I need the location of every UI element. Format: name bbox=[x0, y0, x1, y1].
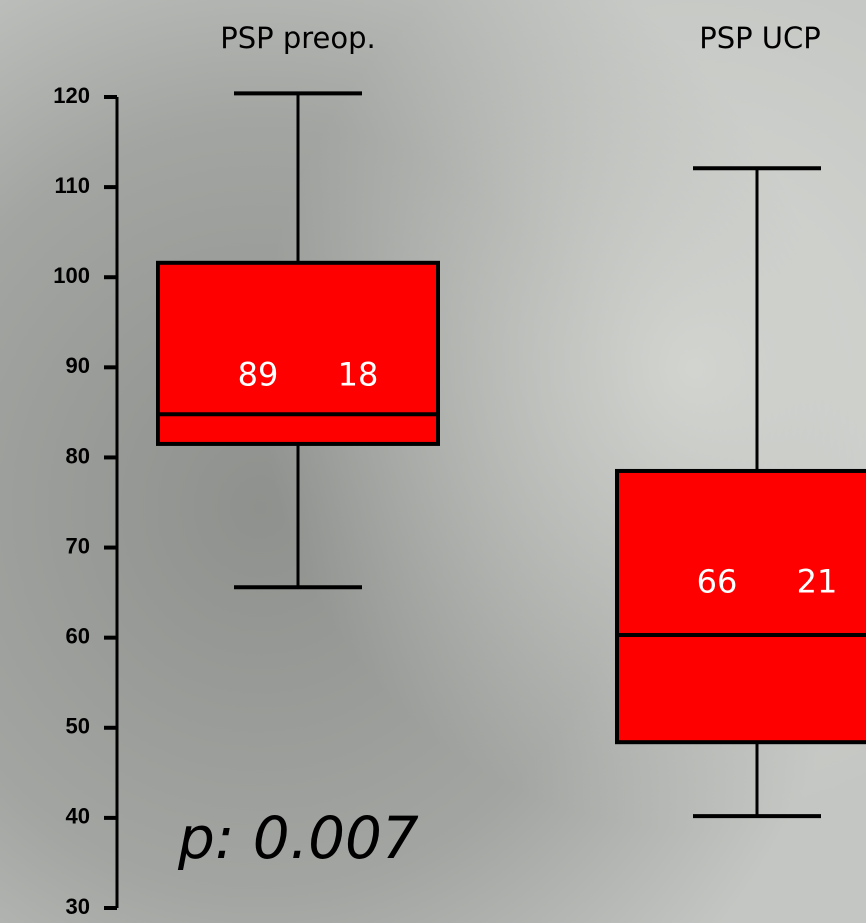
y-tick-label: 60 bbox=[66, 623, 90, 648]
y-tick-label: 100 bbox=[53, 263, 90, 288]
y-tick-label: 120 bbox=[53, 83, 90, 108]
y-tick-label: 40 bbox=[66, 804, 90, 829]
box bbox=[615, 468, 866, 745]
y-tick-label: 90 bbox=[66, 353, 90, 378]
sd-label: 18 bbox=[338, 355, 379, 393]
category-label: PSP UCP bbox=[699, 21, 821, 55]
box bbox=[156, 260, 440, 446]
y-tick-label: 80 bbox=[66, 443, 90, 468]
category-label: PSP preop. bbox=[220, 21, 376, 55]
sd-label: 21 bbox=[797, 563, 838, 601]
y-tick-label: 70 bbox=[66, 533, 90, 558]
mean-label: 89 bbox=[238, 355, 279, 393]
annotation: p: 0.007 bbox=[177, 804, 419, 872]
y-tick-label: 30 bbox=[66, 894, 90, 919]
y-tick-label: 50 bbox=[66, 714, 90, 739]
y-tick-label: 110 bbox=[55, 173, 91, 198]
mean-label: 66 bbox=[697, 563, 738, 601]
